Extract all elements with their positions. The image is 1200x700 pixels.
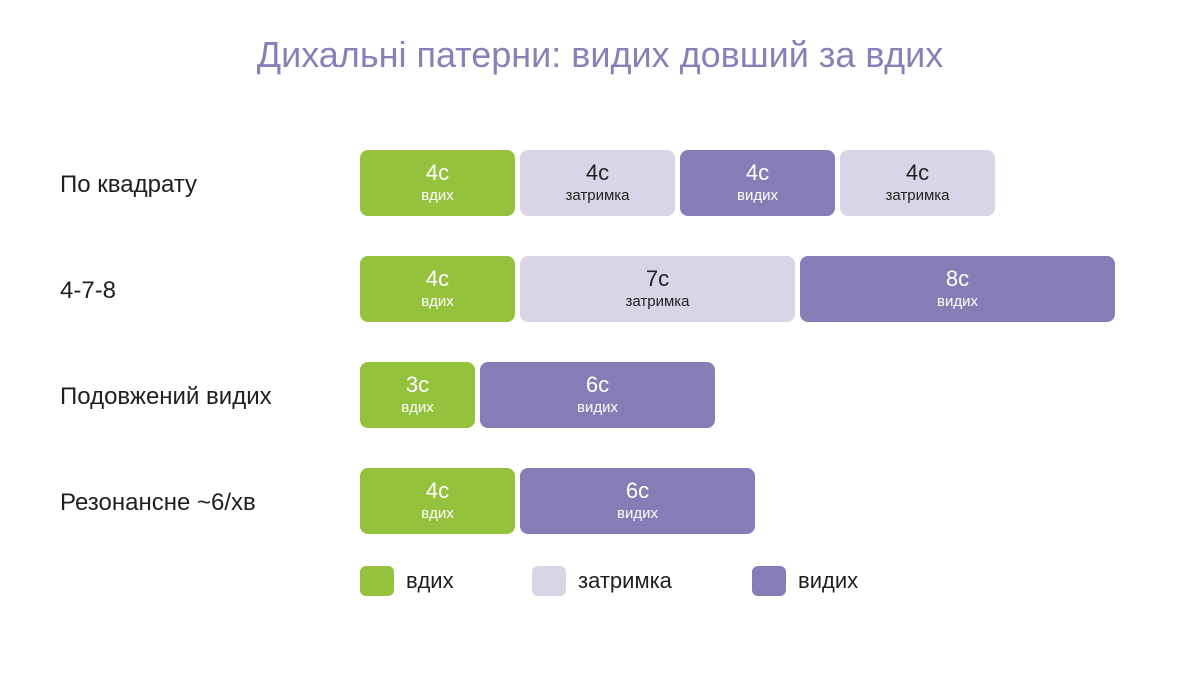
row-label-extended-exhale: Подовжений видих — [60, 383, 272, 410]
segment-duration: 4с — [425, 160, 450, 185]
segment-exhale: 6с видих — [520, 468, 755, 534]
segment-duration: 7с — [645, 266, 670, 291]
segment-duration: 4с — [425, 478, 450, 503]
row-label-box: По квадрату — [60, 171, 198, 198]
segment-inhale: 4с вдих — [360, 150, 515, 216]
segment-phase-label: видих — [577, 399, 618, 416]
segment-exhale: 8с видих — [800, 256, 1115, 322]
segment-phase-label: затримка — [565, 187, 630, 204]
segment-phase-label: затримка — [885, 187, 950, 204]
segment-duration: 6с — [625, 478, 650, 503]
legend: вдих затримка видих — [360, 566, 920, 596]
segment-duration: 4с — [745, 160, 770, 185]
row-label-478: 4-7-8 — [60, 277, 117, 304]
segment-duration: 4с — [905, 160, 930, 185]
legend-swatch-exhale — [752, 566, 786, 596]
legend-swatch-hold — [532, 566, 566, 596]
segment-exhale: 4с видих — [680, 150, 835, 216]
segment-phase-label: видих — [937, 293, 978, 310]
segment-duration: 4с — [585, 160, 610, 185]
legend-label-inhale: вдих — [406, 568, 454, 593]
segment-inhale: 4с вдих — [360, 468, 515, 534]
segment-inhale: 3с вдих — [360, 362, 475, 428]
segment-phase-label: вдих — [421, 187, 454, 204]
segment-phase-label: вдих — [421, 505, 454, 522]
pattern-track-box: 4с вдих 4с затримка 4с видих 4с затримка — [360, 150, 1160, 216]
legend-swatch-inhale — [360, 566, 394, 596]
segment-phase-label: вдих — [421, 293, 454, 310]
segment-phase-label: затримка — [625, 293, 690, 310]
segment-duration: 6с — [585, 372, 610, 397]
segment-duration: 3с — [405, 372, 430, 397]
segment-inhale: 4с вдих — [360, 256, 515, 322]
segment-hold: 7с затримка — [520, 256, 795, 322]
pattern-track-resonant: 4с вдих 6с видих — [360, 468, 1160, 534]
pattern-track-extended-exhale: 3с вдих 6с видих — [360, 362, 1160, 428]
diagram-title: Дихальні патерни: видих довший за вдих — [256, 34, 944, 75]
segment-duration: 8с — [945, 266, 970, 291]
segment-phase-label: видих — [617, 505, 658, 522]
segment-duration: 4с — [425, 266, 450, 291]
segment-exhale: 6с видих — [480, 362, 715, 428]
segment-phase-label: вдих — [401, 399, 434, 416]
pattern-track-478: 4с вдих 7с затримка 8с видих — [360, 256, 1160, 322]
legend-label-exhale: видих — [798, 568, 859, 593]
segment-phase-label: видих — [737, 187, 778, 204]
segment-hold: 4с затримка — [520, 150, 675, 216]
row-label-resonant: Резонансне ~6/хв — [60, 489, 256, 516]
legend-label-hold: затримка — [578, 568, 672, 593]
segment-hold: 4с затримка — [840, 150, 995, 216]
